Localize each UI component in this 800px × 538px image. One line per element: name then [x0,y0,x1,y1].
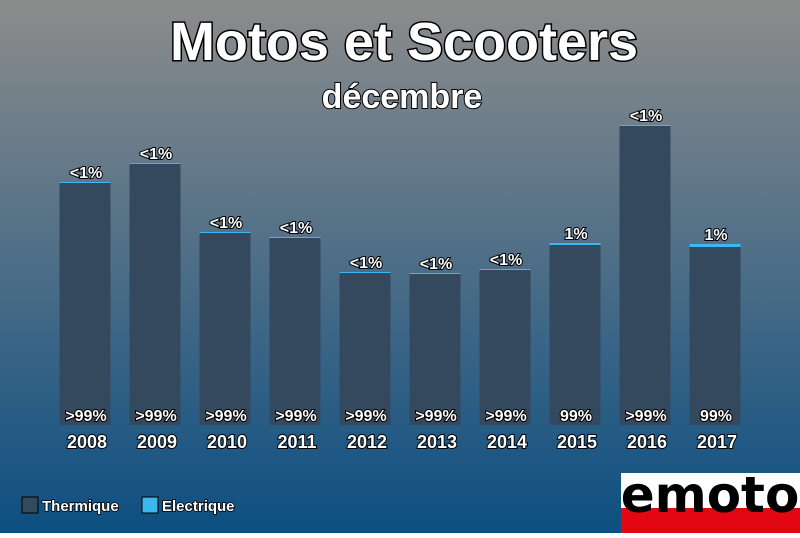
share-label: <1% [350,255,382,272]
bar-segment [479,270,531,425]
bar-segment [269,238,321,425]
share-label: 99% [560,408,592,425]
share-label: >99% [415,408,456,425]
bar-segment [409,274,461,425]
share-label: <1% [140,146,172,163]
share-label: 1% [704,227,727,244]
bar-segment [269,237,321,238]
bar-segment [479,269,531,270]
legend-swatch [21,496,39,514]
legend-label: Electrique [162,498,235,515]
x-tick-label: 2009 [137,432,177,452]
logo-text: emoto [621,466,800,524]
bar-segment [129,163,181,164]
chart-subtitle: décembre [322,78,483,116]
x-tick-label: 2015 [557,432,597,452]
x-tick-label: 2017 [697,432,737,452]
chart-title: Motos et Scooters [170,12,638,72]
bar-segment [619,125,671,126]
bar-segment [549,245,601,425]
bar-segment [689,244,741,247]
x-tick-label: 2010 [207,432,247,452]
x-tick-label: 2014 [487,432,527,452]
x-tick-label: 2008 [67,432,107,452]
share-label: >99% [205,408,246,425]
share-label: >99% [275,408,316,425]
share-label: <1% [420,256,452,273]
bar-segment [129,164,181,425]
bar-segment [199,232,251,233]
share-label: <1% [490,252,522,269]
logo: emoto [621,466,800,533]
share-label: 99% [700,408,732,425]
x-tick-label: 2011 [277,432,316,452]
legend-swatch [141,496,159,514]
share-label: >99% [135,408,176,425]
share-label: >99% [485,408,526,425]
logo-band [621,508,800,533]
share-label: <1% [630,108,662,125]
x-tick-label: 2012 [347,432,387,452]
bar-segment [59,182,111,183]
share-label: <1% [70,165,102,182]
share-label: <1% [280,220,312,237]
x-tick-label: 2013 [417,432,457,452]
bar-segment [339,273,391,425]
share-label: >99% [345,408,386,425]
bar-segment [59,183,111,425]
share-label: >99% [625,408,666,425]
share-label: <1% [210,215,242,232]
share-label: 1% [564,226,587,243]
bar-segment [339,272,391,273]
bar-segment [199,233,251,425]
x-tick-label: 2016 [627,432,667,452]
bar-segment [549,243,601,245]
share-label: >99% [65,408,106,425]
bar-segment [619,126,671,425]
bar-segment [409,273,461,274]
bar-segment [689,247,741,425]
legend-label: Thermique [42,498,119,515]
